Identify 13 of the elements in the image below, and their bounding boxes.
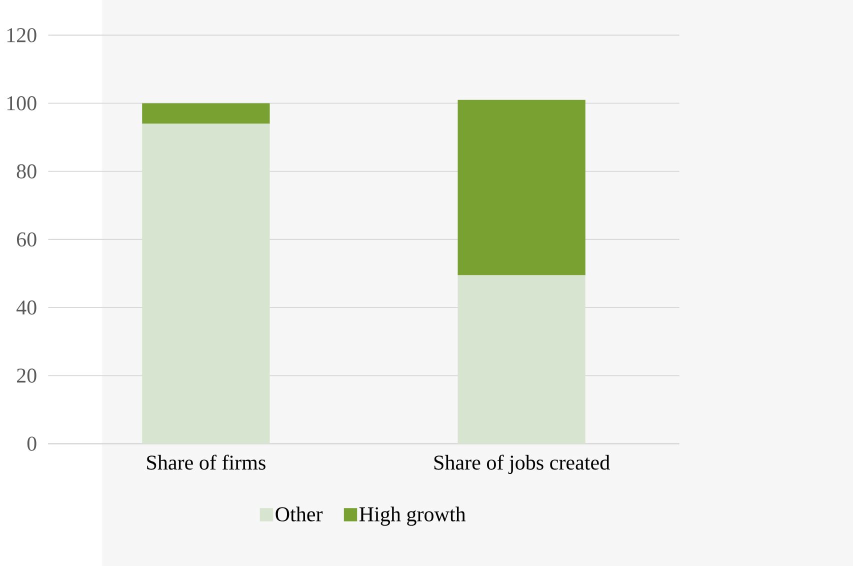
y-tick-label: 80 — [16, 164, 36, 178]
y-tick-label: 40 — [16, 300, 36, 315]
x-tick-label: Share of jobs created — [434, 454, 610, 474]
y-tick-label: 100 — [7, 96, 36, 110]
y-tick-label: 0 — [27, 436, 36, 451]
y-tick-label: 60 — [16, 232, 36, 247]
y-tick-label: 120 — [7, 28, 36, 42]
legend-label: High growth — [359, 506, 466, 526]
x-tick-label: Share of firms — [147, 454, 266, 470]
bar — [142, 103, 270, 124]
bar — [458, 100, 586, 276]
legend-label: Other — [276, 506, 323, 522]
y-tick-label: 20 — [17, 368, 36, 383]
